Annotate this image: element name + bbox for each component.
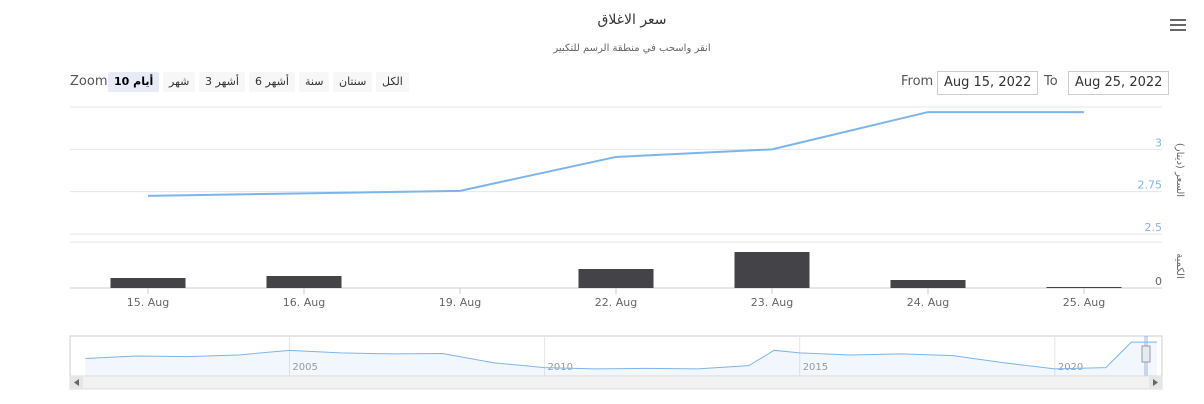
to-label: To [1044,74,1058,89]
x-tick-label: 2015 [803,362,828,373]
from-label: From [901,74,934,89]
chart-subtitle: انقر واسحب في منطقة الرسم للتكبير [552,43,710,54]
y-tick-label: 0 [1155,275,1162,288]
arrow [1153,379,1158,386]
y-tick-label: 3 [1155,136,1162,149]
arrow [74,379,79,386]
from-input[interactable]: Aug 15, 2022 [937,71,1039,95]
volume-bar [1046,287,1122,288]
x-tick-label: 2005 [292,362,317,373]
y-tick-label: 2.75 [1138,179,1163,192]
x-tick-label: 2020 [1058,362,1083,373]
zoom-label: Zoom [70,74,108,89]
navigator-handle[interactable] [1141,345,1151,363]
volume-bar [266,276,342,288]
range-button[interactable]: سنتان [333,72,373,92]
x-tick-label: 15. Aug [127,296,169,309]
menu-button[interactable] [1170,19,1186,31]
x-tick-label: 16. Aug [283,296,325,309]
navigator-area [85,342,1157,376]
y-tick-label: 2.5 [1145,221,1163,234]
to-input[interactable]: Aug 25, 2022 [1068,71,1170,95]
x-tick-label: 25. Aug [1063,296,1105,309]
volume-bar [734,252,810,288]
range-button[interactable]: شهر [163,72,196,92]
range-button[interactable]: سنة [299,72,330,92]
navigator-line [85,341,1157,370]
x-tick-label: 19. Aug [439,296,481,309]
volume-bar [890,280,966,288]
range-button[interactable]: 10 أيام [108,72,160,92]
volume-bar [578,269,654,288]
scrollbar[interactable] [69,375,1163,390]
range-button[interactable]: 6 أشهر [249,72,295,92]
x-tick-label: 22. Aug [595,296,637,309]
range-button[interactable]: 3 أشهر [199,72,245,92]
volume-bar [110,278,186,288]
price-line [147,111,1084,197]
range-button[interactable]: الكل [376,72,409,92]
chart-title: سعر الاغلاق [597,12,666,28]
x-tick-label: 23. Aug [751,296,793,309]
y-axis-title: السعر (دينار) [1174,143,1185,197]
x-tick-label: 24. Aug [907,296,949,309]
y-axis-title: الكمية [1174,253,1185,279]
